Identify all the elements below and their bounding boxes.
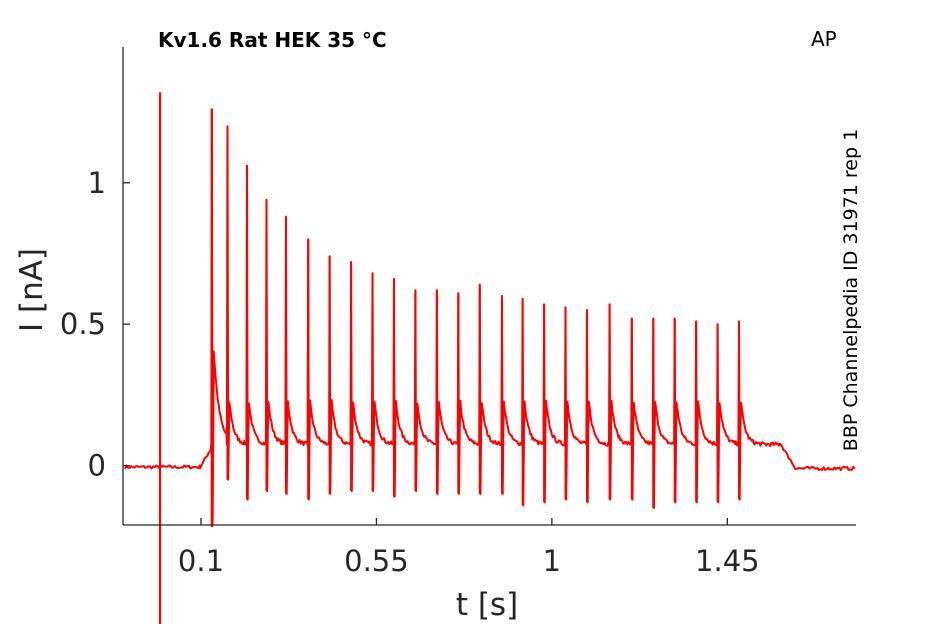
source-id-label: BBP Channelpedia ID 31971 rep 1 [840,129,862,451]
plot-area [124,92,856,624]
y-ticks: 00.51 [60,166,130,483]
x-tick-label: 1.45 [695,544,760,578]
protocol-label: AP [811,27,837,51]
x-axis-title: t [s] [456,587,518,623]
y-tick-label: 0.5 [60,307,106,341]
y-tick-label: 0 [88,449,106,483]
x-tick-label: 0.55 [344,544,409,578]
y-tick-label: 1 [88,166,106,200]
y-axis-title: I [nA] [14,248,50,332]
x-tick-label: 1 [543,544,561,578]
chart-title: Kv1.6 Rat HEK 35 °C [158,28,387,52]
current-trace-line [124,108,856,526]
x-tick-label: 0.1 [178,544,224,578]
x-ticks: 0.1 0.55 1 1.45 [178,518,760,578]
axes: 0.1 0.55 1 1.45 00.51 [60,47,856,578]
